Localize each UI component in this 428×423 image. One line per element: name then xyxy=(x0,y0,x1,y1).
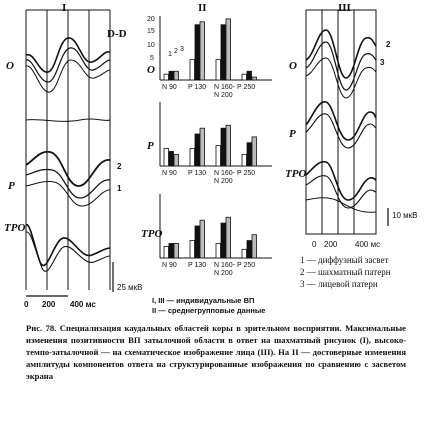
panel2-cat3-n160: N 160- P 250 xyxy=(214,262,256,269)
panel1-label-o: O xyxy=(6,60,14,72)
bar-TPO-0-3 xyxy=(173,243,179,259)
panel2-group-tpo: TPO xyxy=(141,228,163,240)
bar-TPO-3-1 xyxy=(241,248,247,259)
panel3-curve-num-3: 3 xyxy=(380,58,385,67)
legend-item-2: 2 — шахматный патерн xyxy=(300,267,391,277)
panel3-scale: 10 мкВ xyxy=(392,211,418,220)
panel3-time-0: 0 xyxy=(312,240,317,249)
figure-caption: Рис. 78. Специализация каудальных област… xyxy=(26,323,406,381)
legend: 1 — диффузный засвет 2 — шахматный патер… xyxy=(300,255,428,289)
bar-TPO-2-3 xyxy=(225,216,231,259)
panel2-barnum-1: 1 xyxy=(168,51,172,58)
panel1-time-200: 200 xyxy=(42,300,56,309)
bar-O-2-3 xyxy=(225,18,231,81)
panel2-cat-n200: N 200 xyxy=(214,92,233,99)
bar-O-0-1 xyxy=(163,73,169,81)
bar-P-3-3 xyxy=(251,136,257,167)
panel2-cat2-n200: N 200 xyxy=(214,178,233,185)
panel3-label-o: O xyxy=(289,60,297,72)
bar-TPO-1-1 xyxy=(189,240,195,259)
panel2-cat-n160: N 160- P 250 xyxy=(214,84,256,91)
panel2-barnum-2: 2 xyxy=(174,48,178,55)
panel1-time-0: 0 xyxy=(24,300,29,309)
panel1-label-p: P xyxy=(8,180,15,192)
bar-TPO-0-2 xyxy=(168,243,174,259)
panel2-roman: II xyxy=(198,2,207,14)
panel1-label-dd: D-D xyxy=(107,28,127,40)
bar-P-0-2 xyxy=(168,151,174,167)
panel2-ytick-5: 5 xyxy=(150,55,154,62)
panel2-cat3-n90: N 90 xyxy=(162,262,177,269)
bar-P-3-1 xyxy=(241,153,247,167)
bar-P-2-1 xyxy=(215,145,221,167)
bar-O-2-2 xyxy=(220,24,226,81)
bar-O-3-1 xyxy=(241,73,247,81)
panel1-label-tpo: TPO xyxy=(4,222,26,234)
panel1-roman: I xyxy=(62,2,67,14)
panel2-ytick-15: 15 xyxy=(147,28,155,35)
bar-TPO-3-2 xyxy=(246,240,252,259)
panel3-roman: III xyxy=(338,2,351,14)
bar-P-0-1 xyxy=(163,148,169,167)
panel2-group-o: O xyxy=(147,64,155,76)
bar-TPO-2-2 xyxy=(220,222,226,259)
bar-P-0-3 xyxy=(173,153,179,167)
panel2-ytick-20: 20 xyxy=(147,16,155,23)
bar-O-1-3 xyxy=(199,21,205,81)
bar-O-3-3 xyxy=(251,76,257,81)
bar-O-0-3 xyxy=(173,70,179,81)
bar-P-1-1 xyxy=(189,148,195,167)
panel2-cat3-p130: P 130 xyxy=(188,262,207,269)
panel2-cat3-n200: N 200 xyxy=(214,270,233,277)
legend-item-3: 3 — лицевой патерн xyxy=(300,279,378,289)
panel3-label-tpo: TPO xyxy=(285,168,307,180)
panel3-curve-num-2: 2 xyxy=(386,40,391,49)
bar-TPO-1-2 xyxy=(194,225,200,259)
panel1-scale: 25 мкВ xyxy=(117,283,143,292)
bar-O-1-1 xyxy=(189,59,195,81)
panel2-cat-n90: N 90 xyxy=(162,84,177,91)
axis-note-right: II — среднегрупповые данные xyxy=(152,306,266,315)
axis-note-left: I, III — индивидуальные ВП xyxy=(152,296,255,305)
bar-O-1-2 xyxy=(194,24,200,81)
panel2-cat2-n90: N 90 xyxy=(162,170,177,177)
bar-P-1-2 xyxy=(194,133,200,167)
panel2-group-p: P xyxy=(147,140,154,152)
bar-TPO-3-3 xyxy=(251,234,257,259)
panel2-cat2-p130: P 130 xyxy=(188,170,207,177)
panel3-time-200: 200 xyxy=(324,240,338,249)
bar-O-2-1 xyxy=(215,59,221,81)
panel2-cat2-n160: N 160- P 250 xyxy=(214,170,256,177)
bar-P-1-3 xyxy=(199,127,205,167)
bar-O-0-2 xyxy=(168,70,174,81)
panel3-time-400: 400 мс xyxy=(355,240,381,249)
bar-O-3-2 xyxy=(246,70,252,81)
panel1-curve-num-2: 2 xyxy=(117,162,122,171)
panel3-label-p: P xyxy=(289,128,296,140)
panel2-barnum-3: 3 xyxy=(180,46,184,53)
panel1-time-400: 400 мс xyxy=(70,300,96,309)
panel2-ytick-10: 10 xyxy=(147,42,155,49)
legend-item-1: 1 — диффузный засвет xyxy=(300,255,389,265)
panel2-cat-p130: P 130 xyxy=(188,84,207,91)
bar-P-3-2 xyxy=(246,142,252,167)
bar-TPO-0-1 xyxy=(163,245,169,259)
bar-P-2-2 xyxy=(220,127,226,167)
bar-P-2-3 xyxy=(225,124,231,167)
bar-TPO-1-3 xyxy=(199,219,205,259)
panel1-curve-num-1: 1 xyxy=(117,184,122,193)
bar-TPO-2-1 xyxy=(215,243,221,259)
